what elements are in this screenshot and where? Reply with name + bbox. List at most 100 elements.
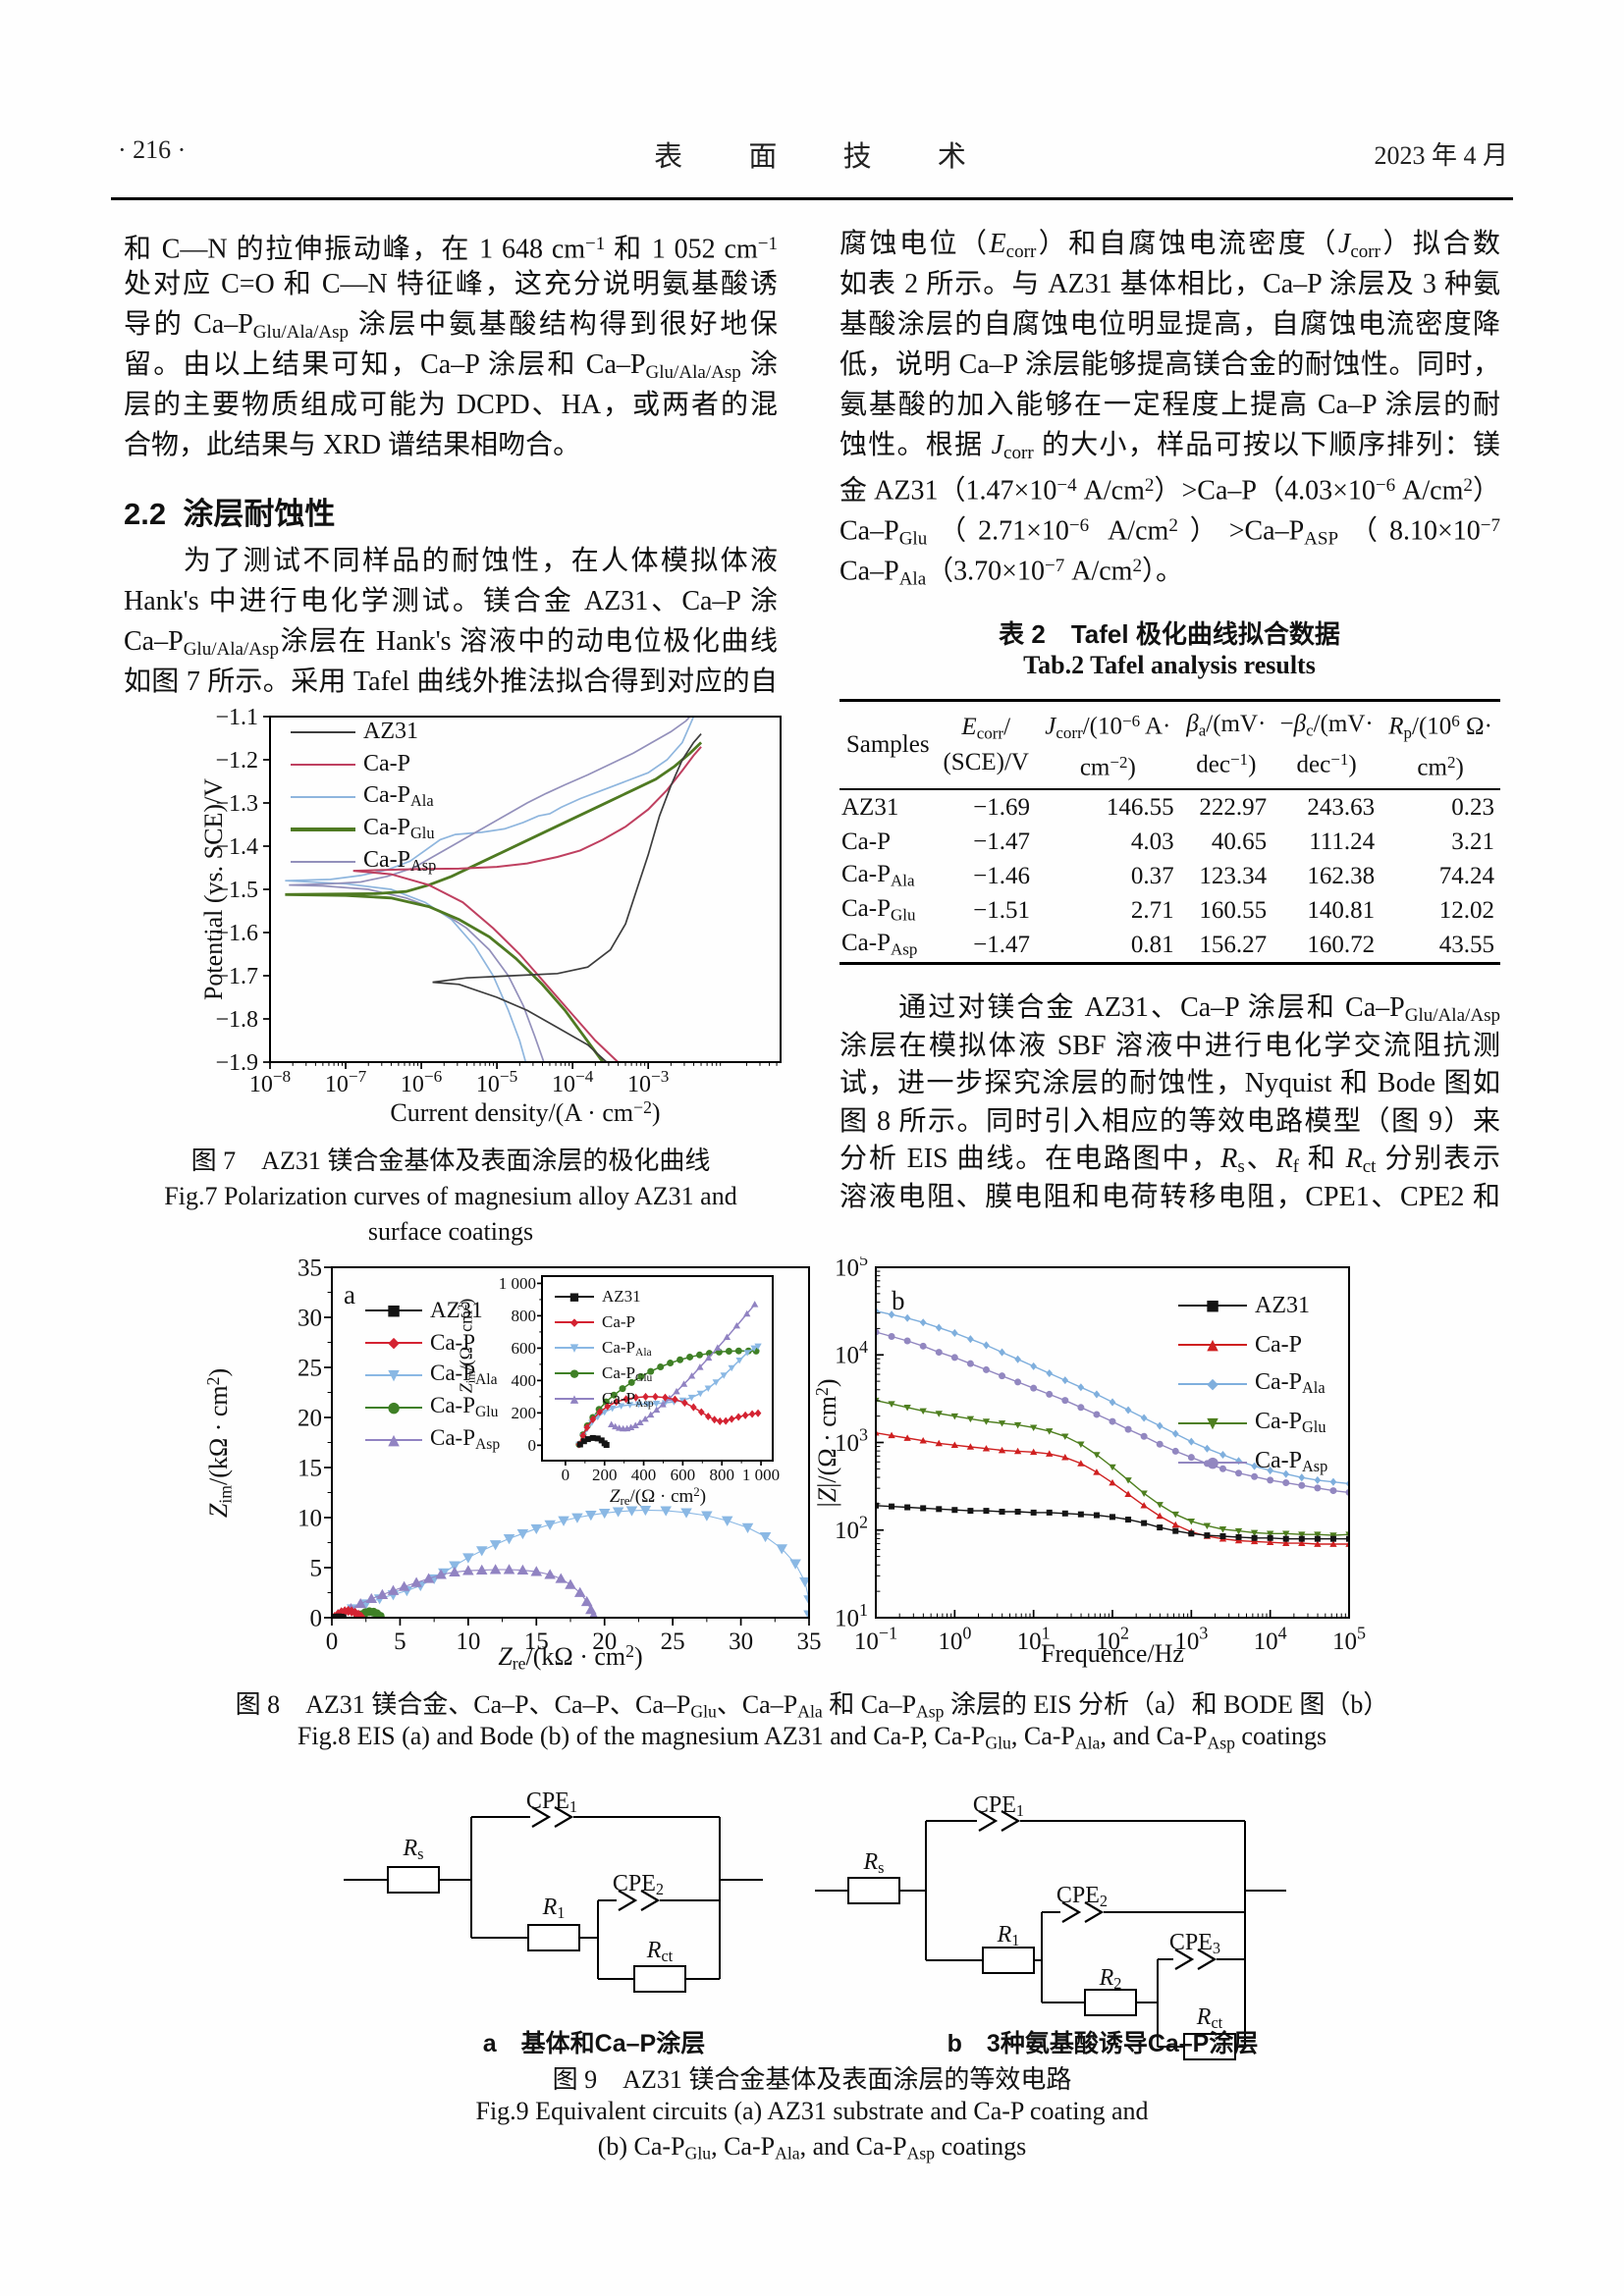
resistor-r2 xyxy=(1084,1989,1137,2016)
fig8-caption-en: Fig.8 EIS (a) and Bode (b) of the magnes… xyxy=(297,1722,1327,1753)
table-cell: 0.23 xyxy=(1451,793,1494,821)
text-line: 如图 7 所示。采用 Tafel 曲线外推法拟合得到对应的自 xyxy=(124,667,778,697)
legend-label: Ca-PGlu xyxy=(602,1362,653,1384)
fig8b-legend: ■ AZ31 ▲ Ca-P ◆ Ca-PAla ▼ Ca-PGlu ● Ca-PAsp xyxy=(1178,1286,1327,1482)
table-row: Ca-PAsp −1.47 0.81 156.27 160.72 43.55 xyxy=(839,928,1500,965)
svg-text:105: 105 xyxy=(1332,1624,1366,1656)
svg-text:10−4: 10−4 xyxy=(552,1067,594,1097)
fig7-x-axis-title: Current density/(A · cm−2) xyxy=(390,1097,661,1127)
table-cell: 160.55 xyxy=(1199,896,1268,924)
legend-swatch: ● xyxy=(365,1398,422,1417)
table-header-cell: Rp/(106 Ω· cm2) xyxy=(1380,699,1500,790)
text-line: 如表 2 所示。与 AZ31 基体相比，Ca–P 涂层及 3 种氨 xyxy=(839,269,1500,299)
text-line: 溶液电阻、膜电阻和电荷转移电阻，CPE1、CPE2 和 xyxy=(839,1181,1500,1212)
svg-text:800: 800 xyxy=(709,1466,734,1484)
table-header-cell: Samples xyxy=(839,699,937,790)
svg-text:0: 0 xyxy=(528,1436,537,1455)
legend-label: Ca-PGlu xyxy=(430,1393,499,1420)
circuit-a-cpe2-label: CPE2 xyxy=(612,1871,665,1899)
legend-entry: ▲ Ca-P xyxy=(1178,1325,1327,1364)
svg-text:20: 20 xyxy=(298,1405,322,1431)
resistor-rct xyxy=(1183,2033,1236,2060)
section-heading: 2.2 涂层耐蚀性 xyxy=(124,489,335,533)
svg-text:0: 0 xyxy=(562,1466,570,1484)
svg-text:10−3: 10−3 xyxy=(627,1067,669,1097)
section-number: 2.2 xyxy=(124,497,167,531)
legend-swatch: ◆ xyxy=(365,1333,422,1353)
table-cell: 243.63 xyxy=(1307,793,1376,821)
legend-label: Ca-P xyxy=(430,1329,475,1355)
svg-text:200: 200 xyxy=(592,1466,618,1484)
svg-text:15: 15 xyxy=(298,1455,322,1481)
circuit-b-wires xyxy=(815,1810,1286,2060)
td-marker-icon: ▼ xyxy=(388,1365,400,1383)
section-title: 涂层耐蚀性 xyxy=(183,497,336,531)
legend-label: Ca-P xyxy=(363,751,410,776)
table-cell: Ca-PAla xyxy=(841,861,915,890)
svg-text:−1.6: −1.6 xyxy=(215,921,258,946)
table-cell: 160.72 xyxy=(1272,928,1381,965)
legend-label: Ca-PGlu xyxy=(363,814,435,843)
text-line: 处对应 C=O 和 C—N 特征峰，这充分说明氨基酸诱 xyxy=(124,269,778,299)
table-cell: 162.38 xyxy=(1307,862,1376,889)
circuit-b-cpe1-label: CPE1 xyxy=(972,1792,1025,1821)
text-line: 氨基酸的加入能够在一定程度上提高 Ca–P 涂层的耐 xyxy=(839,390,1500,420)
right-paragraph-1: 腐蚀电位（Ecorr）和自腐蚀电流密度（Jcorr）拟合数据， 如表 2 所示。与… xyxy=(839,224,1500,590)
fig7-legend: AZ31 Ca-P Ca-PAla Ca-PGlu Ca-PAsp xyxy=(291,716,436,878)
svg-text:−1.7: −1.7 xyxy=(215,964,258,989)
svg-text:35: 35 xyxy=(298,1256,322,1281)
circuit-b-cpe3-label: CPE3 xyxy=(1168,1930,1221,1958)
table-row: AZ31 −1.69 146.55 222.97 243.63 0.23 xyxy=(839,789,1500,825)
svg-text:100: 100 xyxy=(938,1624,971,1656)
text-line: 低，说明 Ca–P 涂层能够提高镁合金的耐蚀性。同时， xyxy=(839,349,1500,380)
legend-label: Ca-PGlu xyxy=(1255,1409,1326,1437)
svg-text:800: 800 xyxy=(512,1307,537,1325)
text-line: Ca–PGlu/Ala/Asp涂层在 Hank's 溶液中的动电位极化曲线 xyxy=(124,626,778,660)
table-cell: 0.81 xyxy=(1036,928,1180,965)
legend-entry: ▲ Ca-PAsp xyxy=(555,1386,654,1412)
legend-label: Ca-PAsp xyxy=(363,846,437,876)
table-cell: 222.97 xyxy=(1199,793,1268,821)
fig8b-panel-label: b xyxy=(892,1286,905,1315)
fig9a-subcaption: a 基体和Ca–P涂层 xyxy=(482,2030,706,2057)
legend-label: Ca-PAla xyxy=(1255,1369,1326,1398)
svg-text:1 000: 1 000 xyxy=(499,1274,536,1293)
legend-entry: ● Ca-PGlu xyxy=(365,1391,500,1423)
text-line: 通过对镁合金 AZ31、Ca–P 涂层和 Ca–PGlu/Ala/Asp xyxy=(839,992,1500,1026)
svg-text:10−7: 10−7 xyxy=(325,1067,367,1097)
legend-entry: ◆ Ca-P xyxy=(365,1326,500,1359)
resistor-rct xyxy=(633,1965,686,1993)
legend-swatch: ■ xyxy=(555,1290,594,1304)
right-paragraph-2: 通过对镁合金 AZ31、Ca–P 涂层和 Ca–PGlu/Ala/Asp 涂层在模… xyxy=(839,989,1500,1216)
resistor-r1 xyxy=(982,1947,1035,1974)
svg-text:1 000: 1 000 xyxy=(742,1466,780,1484)
legend-label: Ca-PAsp xyxy=(1255,1448,1328,1476)
svg-text:200: 200 xyxy=(512,1404,537,1422)
table-tafel-results: Samples Ecorr/(SCE)/V Jcorr/(10−6 A· cm−2) β… xyxy=(839,699,1500,965)
svg-text:−1.2: −1.2 xyxy=(215,748,258,774)
circuit-b-r1-label: R1 xyxy=(997,1922,1020,1950)
legend-entry: ▼ Ca-PGlu xyxy=(1178,1404,1327,1443)
table-header-cell: βa/(mV· dec−1) xyxy=(1179,699,1273,790)
legend-entry: Ca-PAla xyxy=(291,780,436,813)
table-cell: −1.46 xyxy=(973,862,1030,889)
fig8a-inset-y-axis-title: Zim/(Ω · cm2) xyxy=(456,1298,478,1394)
text-line: Ca–PAla（3.70×10−7 A/cm2）。 xyxy=(839,556,1183,590)
fig9-caption-cn: 图 9 AZ31 镁合金基体及表面涂层的等效电路 xyxy=(552,2065,1072,2094)
svg-text:10−1: 10−1 xyxy=(854,1624,897,1656)
table-cell: 2.71 xyxy=(1130,896,1174,924)
table-cell: 123.34 xyxy=(1199,862,1268,889)
ci-marker-icon: ● xyxy=(569,1366,579,1380)
svg-text:5: 5 xyxy=(310,1555,323,1581)
table-cell: AZ31 xyxy=(841,793,899,821)
tu-marker-icon: ▲ xyxy=(1207,1335,1218,1354)
table-cell: 43.55 xyxy=(1380,928,1500,965)
fig8a-x-axis-title: Zre/(kΩ · cm2) xyxy=(498,1641,643,1674)
resistor-rs xyxy=(387,1866,440,1894)
resistor-rs xyxy=(847,1877,900,1904)
fig9-caption-en2: (b) Ca-PGlu, Ca-PAla, and Ca-PAsp coatin… xyxy=(597,2132,1027,2163)
journal-title: 表 面 技 术 xyxy=(654,141,996,173)
svg-text:0: 0 xyxy=(326,1629,339,1655)
cpe-symbols xyxy=(978,1810,1218,1970)
